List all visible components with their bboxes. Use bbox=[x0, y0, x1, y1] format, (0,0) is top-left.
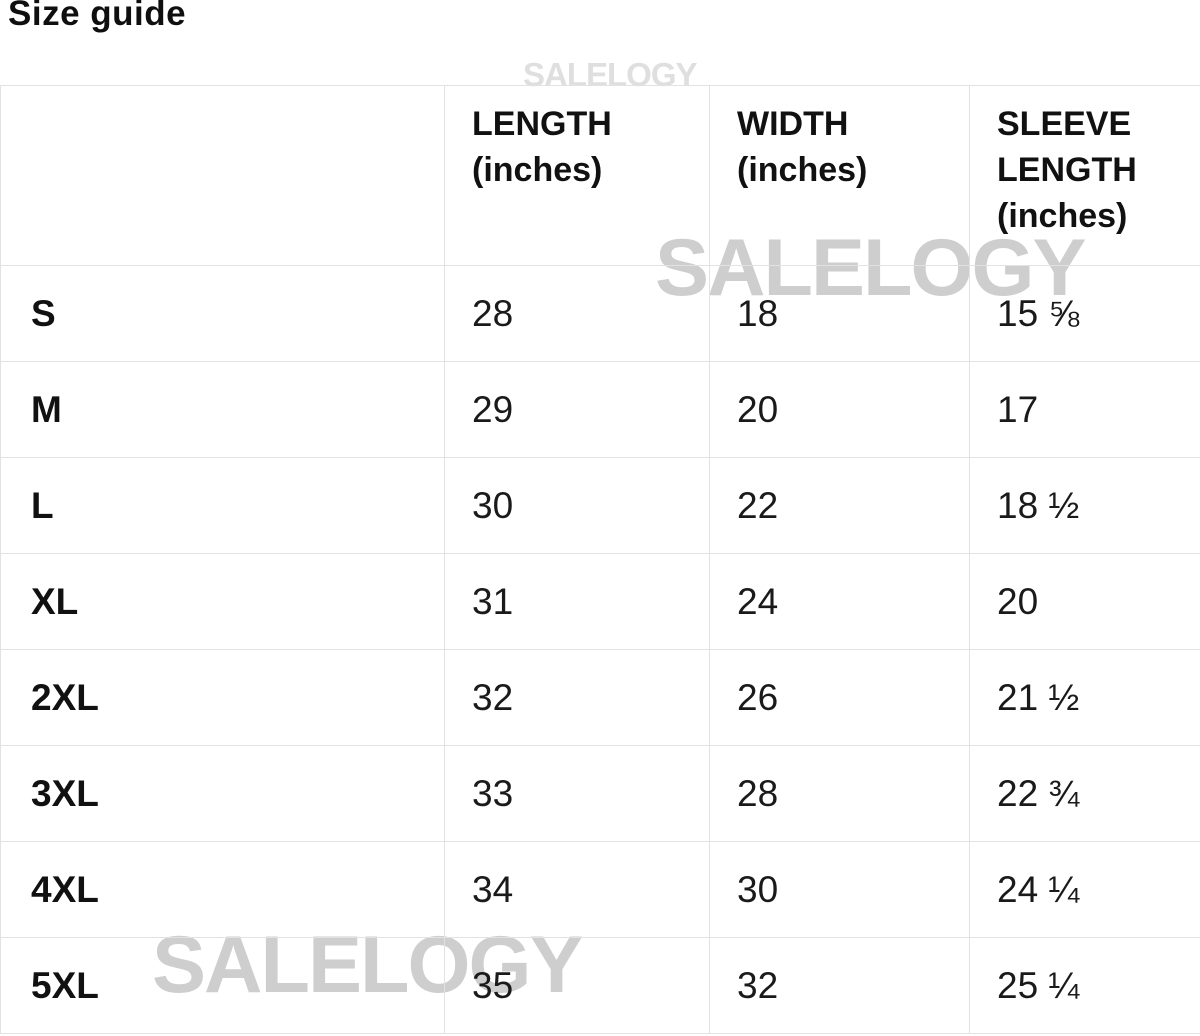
size-label: M bbox=[31, 388, 62, 430]
length-value: 34 bbox=[472, 868, 514, 910]
length-cell: 34 bbox=[444, 841, 710, 938]
sleeve-cell: 15 ⅝ bbox=[969, 265, 1200, 362]
table-row-s: S 28 18 15 ⅝ bbox=[0, 265, 1200, 362]
length-value: 35 bbox=[472, 964, 514, 1006]
width-cell: 28 bbox=[709, 745, 970, 842]
sleeve-value: 25 ¼ bbox=[997, 964, 1080, 1006]
table-row-2xl: 2XL 32 26 21 ½ bbox=[0, 649, 1200, 746]
page-title: Size guide bbox=[8, 0, 187, 33]
width-value: 22 bbox=[737, 484, 779, 526]
sleeve-cell: 24 ¼ bbox=[969, 841, 1200, 938]
header-length: LENGTH (inches) bbox=[444, 85, 710, 266]
sleeve-value: 24 ¼ bbox=[997, 868, 1080, 910]
sleeve-value: 20 bbox=[997, 580, 1039, 622]
width-cell: 18 bbox=[709, 265, 970, 362]
width-cell: 24 bbox=[709, 553, 970, 650]
size-cell: 3XL bbox=[0, 745, 445, 842]
size-table: LENGTH (inches) WIDTH (inches) SLEEVE LE… bbox=[0, 85, 1200, 1034]
header-width-label: WIDTH (inches) bbox=[737, 105, 868, 189]
sleeve-cell: 20 bbox=[969, 553, 1200, 650]
sleeve-value: 18 ½ bbox=[997, 484, 1080, 526]
width-value: 18 bbox=[737, 292, 779, 334]
length-cell: 35 bbox=[444, 937, 710, 1034]
table-row-xl: XL 31 24 20 bbox=[0, 553, 1200, 650]
length-cell: 31 bbox=[444, 553, 710, 650]
size-label: XL bbox=[31, 580, 79, 622]
length-cell: 33 bbox=[444, 745, 710, 842]
length-value: 30 bbox=[472, 484, 514, 526]
width-value: 24 bbox=[737, 580, 779, 622]
width-cell: 20 bbox=[709, 361, 970, 458]
size-cell: 2XL bbox=[0, 649, 445, 746]
table-row-m: M 29 20 17 bbox=[0, 361, 1200, 458]
header-length-label: LENGTH (inches) bbox=[472, 105, 612, 189]
size-cell: S bbox=[0, 265, 445, 362]
length-value: 31 bbox=[472, 580, 514, 622]
length-cell: 28 bbox=[444, 265, 710, 362]
table-row-4xl: 4XL 34 30 24 ¼ bbox=[0, 841, 1200, 938]
size-cell: L bbox=[0, 457, 445, 554]
width-cell: 32 bbox=[709, 937, 970, 1034]
size-cell: M bbox=[0, 361, 445, 458]
size-label: S bbox=[31, 292, 56, 334]
sleeve-value: 17 bbox=[997, 388, 1039, 430]
header-width: WIDTH (inches) bbox=[709, 85, 970, 266]
table-row-5xl: 5XL 35 32 25 ¼ bbox=[0, 937, 1200, 1034]
size-cell: 4XL bbox=[0, 841, 445, 938]
width-value: 32 bbox=[737, 964, 779, 1006]
sleeve-value: 15 ⅝ bbox=[997, 292, 1080, 334]
sleeve-value: 22 ¾ bbox=[997, 772, 1080, 814]
size-label: 3XL bbox=[31, 772, 99, 814]
size-label: 4XL bbox=[31, 868, 99, 910]
length-value: 33 bbox=[472, 772, 514, 814]
header-sleeve: SLEEVE LENGTH (inches) bbox=[969, 85, 1200, 266]
sleeve-cell: 21 ½ bbox=[969, 649, 1200, 746]
width-cell: 26 bbox=[709, 649, 970, 746]
table-row-3xl: 3XL 33 28 22 ¾ bbox=[0, 745, 1200, 842]
length-value: 29 bbox=[472, 388, 514, 430]
size-cell: XL bbox=[0, 553, 445, 650]
width-value: 26 bbox=[737, 676, 779, 718]
size-label: 5XL bbox=[31, 964, 99, 1006]
length-value: 28 bbox=[472, 292, 514, 334]
length-value: 32 bbox=[472, 676, 514, 718]
size-cell: 5XL bbox=[0, 937, 445, 1034]
width-cell: 30 bbox=[709, 841, 970, 938]
header-sleeve-label: SLEEVE LENGTH (inches) bbox=[997, 105, 1137, 235]
width-value: 28 bbox=[737, 772, 779, 814]
width-cell: 22 bbox=[709, 457, 970, 554]
header-size bbox=[0, 85, 445, 266]
sleeve-cell: 25 ¼ bbox=[969, 937, 1200, 1034]
size-label: 2XL bbox=[31, 676, 99, 718]
width-value: 30 bbox=[737, 868, 779, 910]
header-row: LENGTH (inches) WIDTH (inches) SLEEVE LE… bbox=[0, 85, 1200, 266]
width-value: 20 bbox=[737, 388, 779, 430]
length-cell: 32 bbox=[444, 649, 710, 746]
size-label: L bbox=[31, 484, 54, 526]
table-row-l: L 30 22 18 ½ bbox=[0, 457, 1200, 554]
length-cell: 29 bbox=[444, 361, 710, 458]
sleeve-cell: 22 ¾ bbox=[969, 745, 1200, 842]
sleeve-cell: 18 ½ bbox=[969, 457, 1200, 554]
sleeve-value: 21 ½ bbox=[997, 676, 1080, 718]
sleeve-cell: 17 bbox=[969, 361, 1200, 458]
length-cell: 30 bbox=[444, 457, 710, 554]
